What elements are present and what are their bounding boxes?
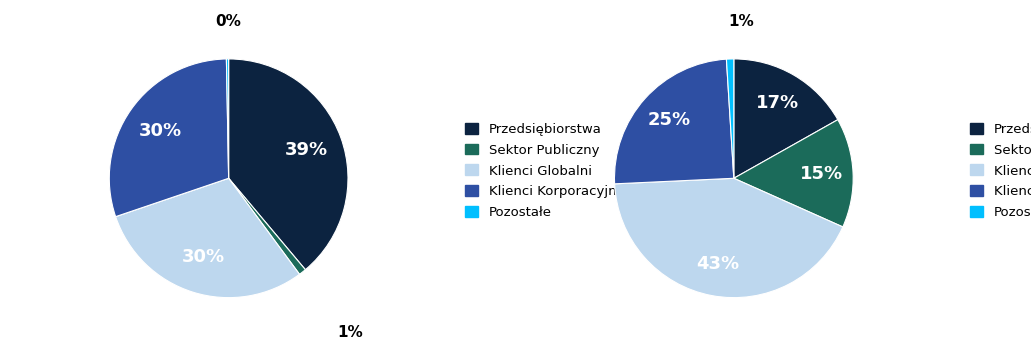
- Text: 17%: 17%: [757, 94, 799, 112]
- Wedge shape: [109, 59, 229, 216]
- Wedge shape: [115, 178, 300, 298]
- Wedge shape: [227, 59, 229, 178]
- Text: 25%: 25%: [647, 111, 691, 129]
- Legend: Przedsiębiorstwa, Sektor Publiczny, Klienci Globalni, Klienci Korporacyjni, Pozo: Przedsiębiorstwa, Sektor Publiczny, Klie…: [462, 120, 623, 222]
- Wedge shape: [734, 59, 838, 178]
- Wedge shape: [614, 178, 842, 298]
- Text: 30%: 30%: [139, 122, 182, 140]
- Wedge shape: [614, 59, 734, 184]
- Legend: Przedsiębiorstwa, Sektor Publiczny, Klienci Globalni, Klienci Korporacyjni, Pozo: Przedsiębiorstwa, Sektor Publiczny, Klie…: [967, 120, 1031, 222]
- Text: 43%: 43%: [696, 255, 739, 273]
- Wedge shape: [727, 59, 734, 178]
- Text: 30%: 30%: [182, 248, 226, 266]
- Wedge shape: [229, 59, 348, 270]
- Text: 1%: 1%: [728, 14, 754, 29]
- Text: 15%: 15%: [799, 165, 842, 183]
- Wedge shape: [734, 120, 854, 227]
- Wedge shape: [229, 178, 305, 274]
- Text: 39%: 39%: [285, 141, 328, 159]
- Text: 1%: 1%: [337, 325, 363, 340]
- Text: 0%: 0%: [215, 14, 241, 29]
